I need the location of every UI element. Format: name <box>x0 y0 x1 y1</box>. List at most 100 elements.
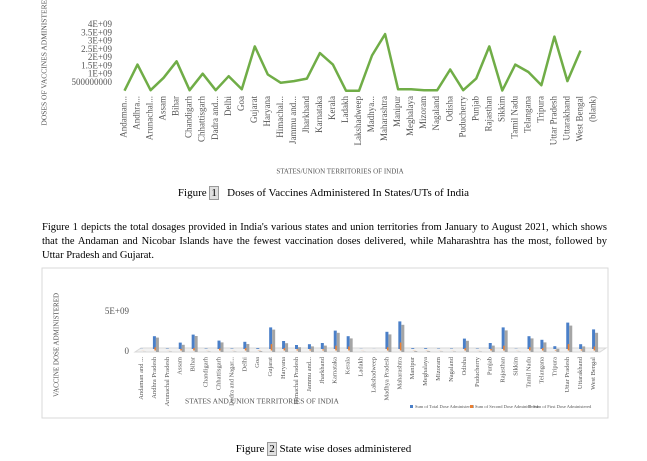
bar <box>310 346 314 352</box>
x-tick-label: Uttar Pradesh <box>548 96 558 146</box>
x-tick-label: Puducherry <box>457 96 467 138</box>
legend-label: Sum of First Dose Administered <box>533 404 592 409</box>
bar <box>333 330 337 349</box>
x-tick-label: Tamil Nadu <box>525 356 532 388</box>
x-tick-label: Jammu and... <box>288 96 298 144</box>
x-tick-label: Manipur <box>392 96 402 127</box>
x-tick-label: Chandigarh <box>203 356 210 387</box>
x-tick-label: Ladakh <box>340 96 350 123</box>
bar <box>401 324 405 352</box>
x-tick-label: Uttar Pradesh <box>564 356 571 392</box>
y-axis-title: DOSES OF VACCINES ADMINISTERED <box>40 0 49 126</box>
y-tick-label: 3.5E+09 <box>81 27 112 37</box>
x-tick-label: West Bengal <box>590 357 597 390</box>
bar <box>152 336 156 349</box>
bar <box>272 329 276 352</box>
bar <box>543 342 547 352</box>
x-tick-label: Gujarat <box>249 96 259 123</box>
x-tick-label: Meghalaya <box>405 96 415 136</box>
x-tick-label: Mizoram <box>435 357 442 381</box>
x-tick-label: Meghalaya <box>422 357 429 386</box>
bar <box>385 331 389 349</box>
legend-label: Sum of Second Dose Administered <box>475 404 539 409</box>
x-tick-label: Delhi <box>241 357 248 372</box>
bar <box>488 343 492 349</box>
caption-label: Figure <box>235 443 265 455</box>
x-tick-label: Odisha <box>444 96 454 122</box>
x-tick-label: Goa <box>236 96 246 111</box>
bar <box>398 321 402 349</box>
x-tick-label: Chhattisgarh <box>197 96 207 142</box>
x-tick-label: Dadra and... <box>210 96 220 140</box>
bar <box>256 348 260 349</box>
x-tick-label: Himachal Pradesh <box>293 356 300 404</box>
x-tick-label: Nagaland <box>431 96 441 131</box>
x-tick-label: Karnataka <box>332 357 339 384</box>
bar <box>527 336 531 349</box>
bar <box>155 337 159 352</box>
x-tick-label: Madhya Pradesh <box>383 356 390 400</box>
x-tick-label: Puducherry <box>474 356 481 387</box>
y-tick-label: 4E+09 <box>88 19 113 29</box>
x-tick-label: Sikkim <box>513 357 520 376</box>
bar <box>556 348 560 352</box>
bar <box>569 325 573 352</box>
x-tick-label: Rajasthan <box>483 96 493 132</box>
bar <box>178 342 182 349</box>
bar <box>323 345 327 352</box>
bar <box>320 343 324 349</box>
bar <box>298 347 301 352</box>
x-tick-label: Uttarakhand <box>577 356 584 389</box>
bar <box>501 327 505 349</box>
x-tick-label: Kerala <box>327 96 337 120</box>
legend-swatch <box>528 405 531 408</box>
chart2-frame <box>41 267 609 419</box>
y-tick-label: 2E+09 <box>88 52 113 62</box>
caption-text: Doses of Vaccines Administered In States… <box>227 187 470 199</box>
bar <box>217 340 221 349</box>
bar <box>592 329 596 349</box>
bar <box>181 344 185 352</box>
bar <box>388 334 392 352</box>
x-tick-label: Chandigarh <box>184 96 194 138</box>
x-tick-label: Dadra and Nagar... <box>228 357 235 406</box>
bar <box>307 344 311 349</box>
x-tick-label: Assam <box>158 96 168 121</box>
caption-1: Figure 1 Doses of Vaccines Administered … <box>0 186 647 200</box>
x-tick-label: Assam <box>177 357 184 375</box>
x-tick-label: Gujarat <box>267 357 274 377</box>
bar <box>282 341 286 349</box>
caption-number: 1 <box>209 186 219 200</box>
y-tick-label: 1E+09 <box>88 69 113 79</box>
bar <box>414 351 418 352</box>
bar <box>427 351 431 352</box>
bar <box>285 343 289 352</box>
x-tick-label: Telangana <box>522 96 532 133</box>
x-tick-label: Jharkhand <box>319 356 326 383</box>
y-tick-label: 0 <box>125 346 130 356</box>
x-tick-label: Ladakh <box>358 356 365 376</box>
bar <box>465 340 469 352</box>
x-tick-label: Maharashtra <box>396 357 403 390</box>
x-tick-label: Karnataka <box>314 96 324 133</box>
caption-text: State wise doses administered <box>279 443 412 455</box>
bar <box>346 336 350 349</box>
x-tick-label: Mizoram <box>418 96 428 129</box>
y-tick-label: 5E+09 <box>105 306 130 316</box>
caption-2: Figure 2 State wise doses administered <box>0 442 647 456</box>
x-tick-label: Goa <box>254 357 261 368</box>
legend-swatch <box>470 405 473 408</box>
x-tick-label: Manipur <box>409 356 416 379</box>
x-tick-label: Tripura <box>551 357 558 376</box>
x-tick-label: Tamil Nadu <box>509 96 519 139</box>
x-tick-label: Punjab <box>487 357 494 375</box>
bar <box>220 342 224 352</box>
x-tick-label: Bihar <box>190 356 197 371</box>
x-tick-label: Maharashtra <box>379 96 389 141</box>
x-tick-label: Uttarakhand <box>561 96 571 141</box>
x-tick-label: Haryana <box>262 96 272 126</box>
x-tick-label: Arunachal Pradesh <box>164 356 171 406</box>
bar <box>566 322 570 349</box>
